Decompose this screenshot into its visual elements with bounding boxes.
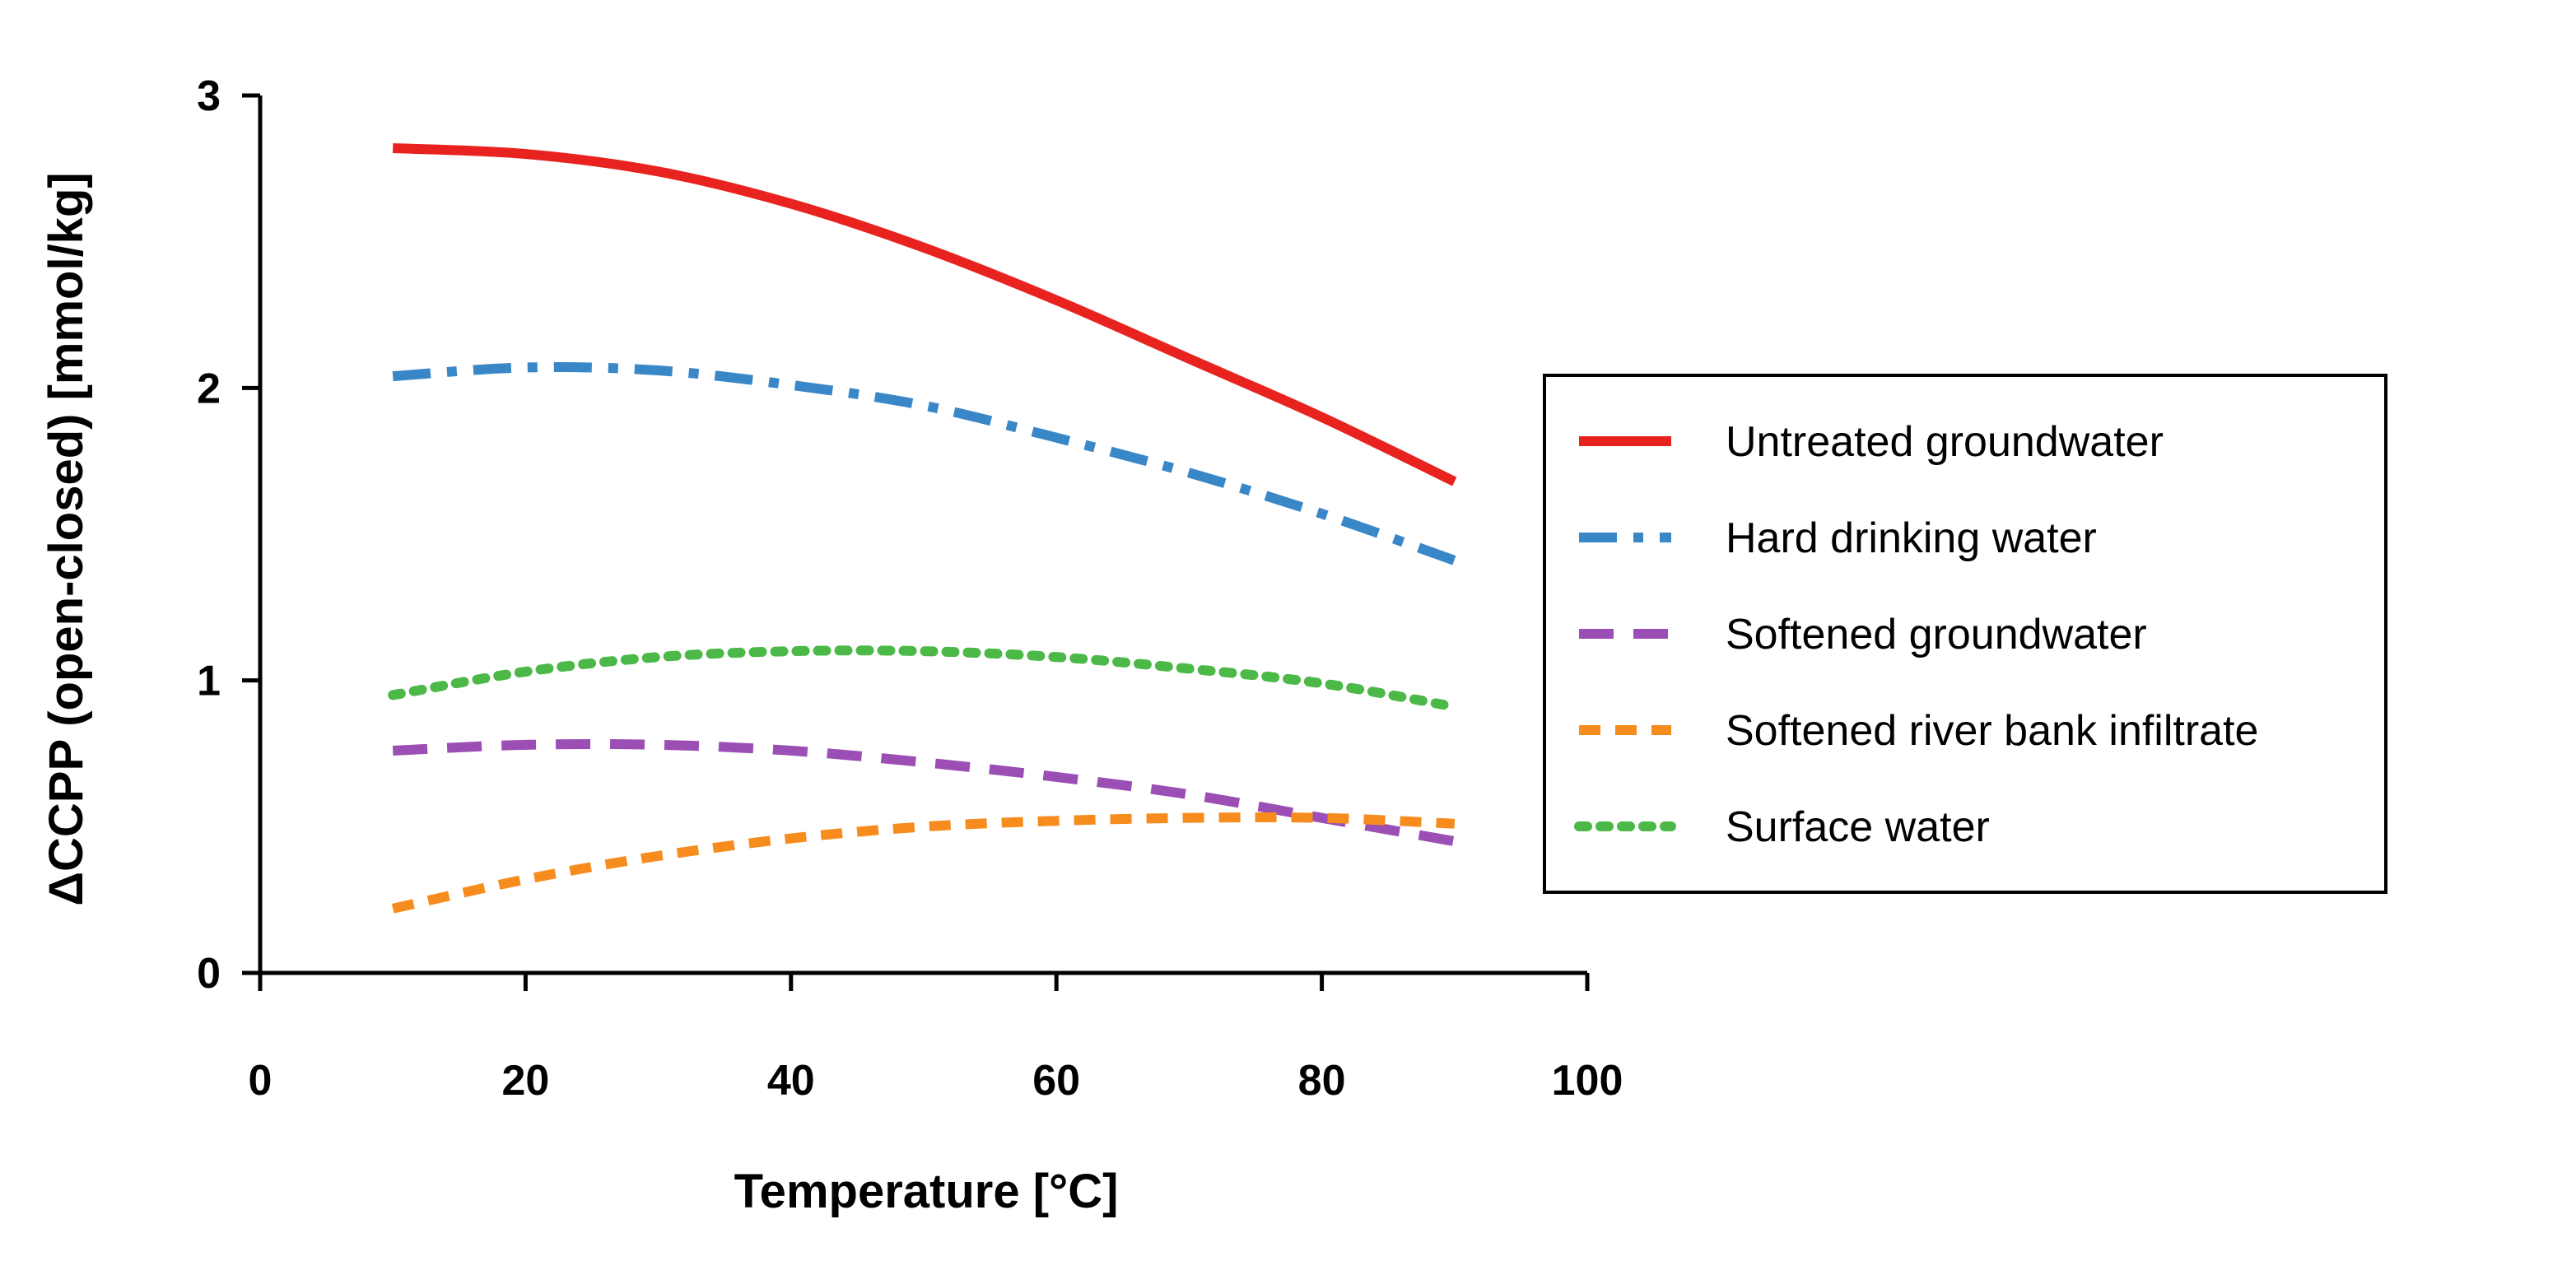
- x-tick-label: 100: [1552, 1057, 1623, 1105]
- x-tick-label: 60: [1032, 1057, 1080, 1105]
- y-tick-label: 2: [197, 365, 221, 412]
- legend-items: Untreated groundwater Hard drinking water…: [1574, 418, 2258, 851]
- plot-area: [388, 142, 1460, 914]
- y-tick-label: 3: [197, 72, 221, 120]
- y-tick-label: 1: [197, 658, 221, 705]
- axes: [258, 95, 1587, 975]
- x-tick-label: 20: [501, 1057, 549, 1105]
- legend-label: Hard drinking water: [1726, 514, 2097, 562]
- legend-label: Surface water: [1726, 803, 1990, 851]
- x-ticks: 0 20 40 60 80 100: [249, 973, 1623, 1105]
- series-line-1: [392, 362, 1456, 565]
- series-line-4: [388, 645, 1460, 712]
- y-axis-title: ΔCCPP (open-closed) [mmol/kg]: [40, 172, 93, 905]
- series-line-0: [392, 142, 1457, 486]
- legend-label: Softened river bank infiltrate: [1726, 707, 2258, 755]
- x-tick-label: 40: [767, 1057, 815, 1105]
- legend: Untreated groundwater Hard drinking water…: [1543, 374, 2387, 894]
- legend-label: Untreated groundwater: [1726, 418, 2164, 466]
- x-axis-title: Temperature [°C]: [734, 1165, 1119, 1218]
- x-tick-label: 0: [249, 1057, 273, 1105]
- series-line-3: [391, 812, 1456, 914]
- y-tick-label: 0: [197, 950, 221, 998]
- legend-label: Softened groundwater: [1726, 611, 2147, 658]
- y-ticks: 0 1 2 3: [197, 72, 260, 998]
- series-line-2: [392, 738, 1456, 847]
- legend-box: [1543, 374, 2387, 894]
- x-tick-label: 80: [1298, 1057, 1346, 1105]
